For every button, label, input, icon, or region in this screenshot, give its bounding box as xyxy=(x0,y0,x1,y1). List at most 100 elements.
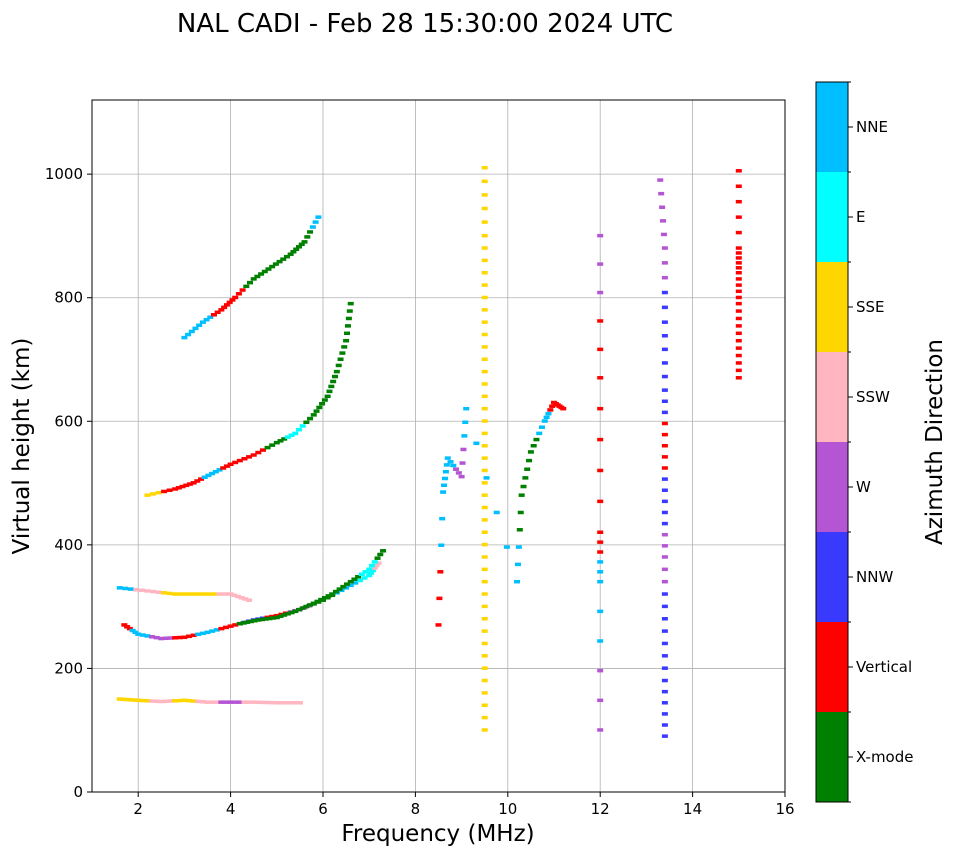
echo-point xyxy=(661,275,668,280)
echo-point xyxy=(661,488,668,492)
echo-point xyxy=(179,484,186,489)
echo-point xyxy=(265,267,272,271)
echo-point xyxy=(199,700,206,704)
echo-point xyxy=(661,666,668,670)
echo-point xyxy=(661,334,668,338)
echo-point xyxy=(277,614,284,619)
echo-point xyxy=(209,700,216,704)
echo-point xyxy=(541,419,548,423)
echo-point xyxy=(210,592,217,596)
echo-point xyxy=(481,332,488,337)
y-tick-label: 200 xyxy=(54,659,83,677)
echo-point xyxy=(481,481,488,485)
echo-point xyxy=(247,619,254,624)
echo-point xyxy=(362,570,369,574)
echo-point xyxy=(735,376,742,380)
echo-point xyxy=(204,630,211,635)
echo-point xyxy=(122,586,129,591)
echo-point xyxy=(161,489,168,494)
echo-point xyxy=(328,384,335,389)
echo-point xyxy=(183,483,190,488)
echo-point xyxy=(481,179,488,184)
echo-point xyxy=(597,319,604,323)
echo-point xyxy=(222,625,229,630)
echo-point xyxy=(735,346,742,350)
y-tick-label: 400 xyxy=(54,536,83,554)
echo-point xyxy=(661,629,668,633)
echo-point xyxy=(461,434,468,438)
echo-point xyxy=(204,700,211,704)
echo-point xyxy=(493,510,500,515)
echo-point xyxy=(366,573,373,578)
echo-point xyxy=(460,447,467,452)
echo-point xyxy=(288,610,295,615)
echo-point xyxy=(658,191,665,196)
echo-point xyxy=(661,555,668,559)
echo-point xyxy=(186,634,193,639)
y-tick-label: 600 xyxy=(54,412,83,430)
echo-point xyxy=(481,431,488,436)
echo-point xyxy=(661,701,668,705)
echo-point xyxy=(351,577,358,581)
echo-point xyxy=(218,308,225,312)
echo-point xyxy=(597,468,604,473)
echo-point xyxy=(343,338,350,343)
echo-point xyxy=(276,259,283,264)
echo-point xyxy=(149,492,156,496)
echo-point xyxy=(290,249,297,254)
echo-point xyxy=(269,443,276,447)
echo-point xyxy=(560,406,567,411)
echo-point xyxy=(735,266,742,270)
echo-point xyxy=(153,635,160,640)
echo-point xyxy=(127,587,134,591)
echo-point xyxy=(344,331,351,336)
echo-point xyxy=(437,570,444,574)
echo-point xyxy=(255,450,262,455)
echo-point xyxy=(438,543,445,547)
echo-point xyxy=(188,592,195,596)
echo-point xyxy=(324,394,331,399)
echo-point xyxy=(481,641,488,646)
echo-point xyxy=(735,324,742,328)
echo-point xyxy=(236,621,243,626)
echo-point xyxy=(278,701,285,705)
echo-point xyxy=(177,592,184,596)
echo-point xyxy=(339,351,346,355)
echo-point xyxy=(356,578,363,583)
echo-point xyxy=(149,635,156,639)
echo-point xyxy=(251,618,258,623)
echo-point xyxy=(481,233,488,238)
echo-point xyxy=(536,431,543,436)
echo-point xyxy=(515,545,522,549)
echo-point xyxy=(661,712,668,716)
echo-point xyxy=(661,432,668,437)
echo-point xyxy=(735,261,742,265)
echo-point xyxy=(307,603,314,607)
echo-point xyxy=(481,206,488,211)
echo-point xyxy=(172,487,179,491)
echo-point xyxy=(661,521,668,526)
echo-point xyxy=(661,592,668,596)
echo-point xyxy=(661,723,668,727)
colorbar-tick-label: NNW xyxy=(856,568,893,586)
colorbar-tick-label: NNE xyxy=(856,118,888,136)
echo-point xyxy=(735,289,742,294)
echo-point xyxy=(243,284,250,289)
echo-point xyxy=(321,398,328,402)
echo-point xyxy=(167,636,174,640)
echo-point xyxy=(661,290,668,295)
echo-point xyxy=(295,245,302,249)
echo-point xyxy=(530,444,537,448)
x-axis: 2 4 6 8 10 12 14 16 xyxy=(133,792,795,818)
echo-point xyxy=(144,634,151,638)
echo-point xyxy=(283,254,290,259)
echo-point xyxy=(292,609,299,614)
colorbar-tick-label: SSW xyxy=(856,388,890,406)
echo-point xyxy=(346,309,353,313)
echo-point xyxy=(227,624,234,628)
echo-point xyxy=(361,576,368,580)
echo-point xyxy=(481,357,488,361)
echo-point xyxy=(735,309,742,313)
echo-point xyxy=(213,628,220,632)
echo-point xyxy=(660,232,667,237)
